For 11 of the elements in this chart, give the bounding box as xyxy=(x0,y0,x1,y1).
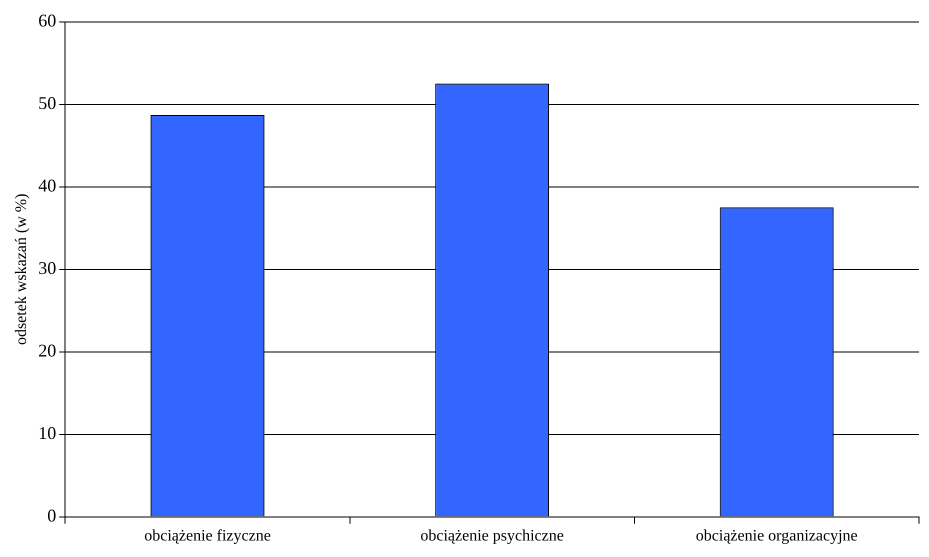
y-tick-label: 50 xyxy=(38,93,56,114)
y-tick-label: 20 xyxy=(38,340,56,361)
x-tick-label: obciążenie organizacyjne xyxy=(696,528,858,545)
y-tick-label: 0 xyxy=(47,506,56,526)
x-tick-label: obciążenie fizyczne xyxy=(144,528,271,545)
y-tick-label: 30 xyxy=(38,258,56,278)
x-tick-label: obciążenie psychiczne xyxy=(420,528,564,545)
y-tick-label: 10 xyxy=(38,423,56,444)
y-axis-title: odsetek wskazań (w %) xyxy=(12,194,30,346)
y-tick-label: 60 xyxy=(38,10,56,31)
y-tick-label: 40 xyxy=(38,176,56,196)
